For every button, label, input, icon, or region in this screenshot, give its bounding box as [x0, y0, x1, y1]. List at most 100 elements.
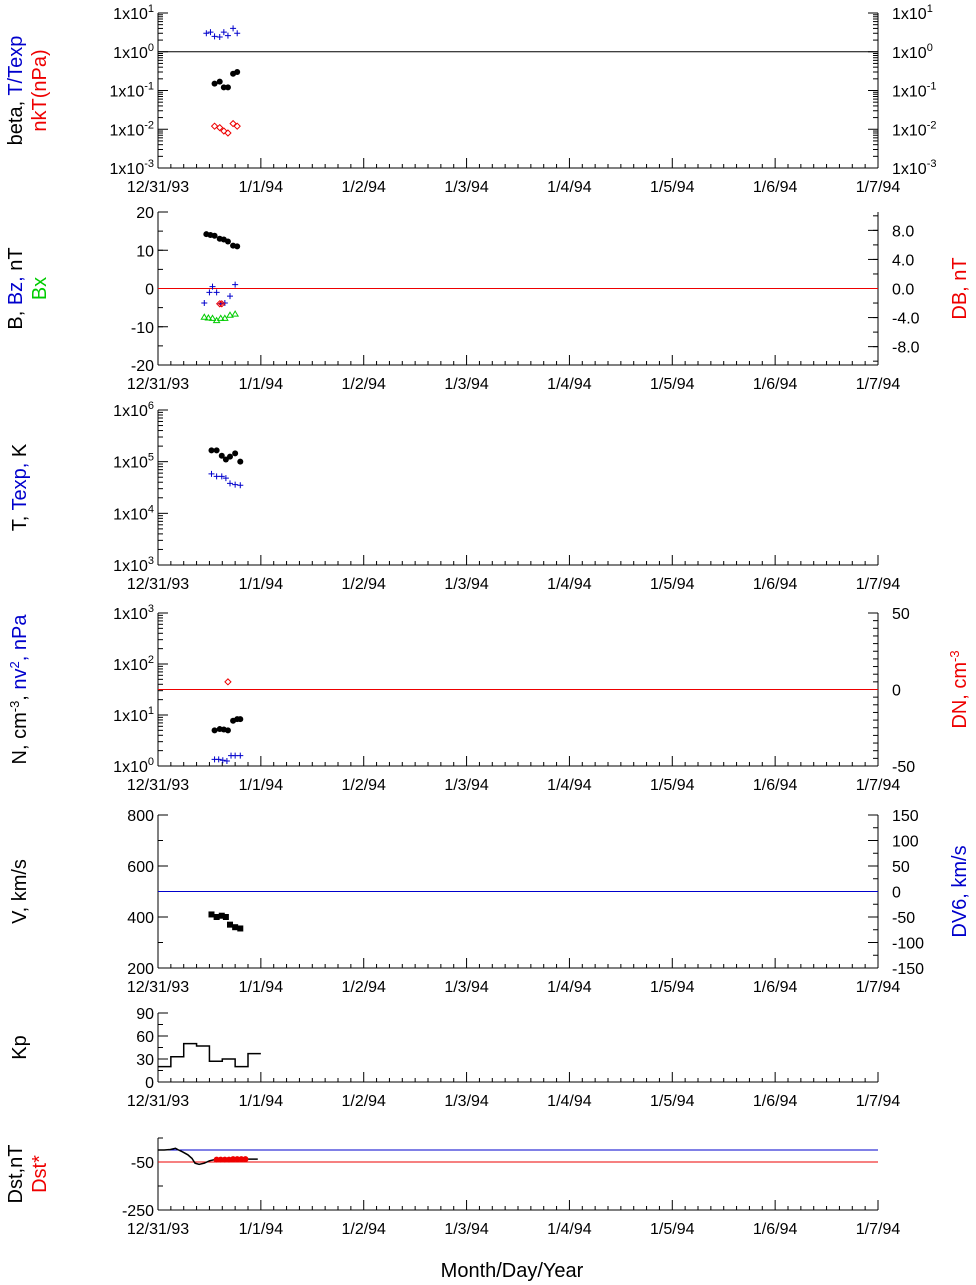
y-axis-label: Bx [29, 277, 51, 300]
data-point [215, 756, 222, 763]
data-point [232, 924, 239, 931]
data-point [224, 84, 231, 91]
y-tick-label: 0 [145, 282, 154, 299]
data-point [218, 912, 225, 919]
y-tick-label: 1x100 [113, 756, 154, 776]
data-point [237, 458, 244, 465]
data-point [217, 1156, 224, 1163]
x-tick-label: 1/5/94 [650, 1221, 695, 1238]
data-point [211, 232, 218, 239]
data-point [232, 450, 239, 457]
y-axis-label: Dst* [29, 1155, 51, 1193]
data-point [234, 69, 241, 76]
y-tick-label: 0 [145, 1075, 154, 1092]
x-tick-label: 1/4/94 [547, 1221, 592, 1238]
y-tick-label: 30 [136, 1052, 154, 1069]
y-tick-label: 20 [136, 205, 154, 222]
data-point [208, 911, 215, 918]
panel-kp: 90 60 30 012/31/93 1/1/94 1/2/94 1/3/94 1/4/94 1… [9, 1006, 900, 1110]
data-point [232, 281, 239, 288]
y-tick-label: 1x10-3 [110, 158, 154, 178]
data-point [220, 314, 229, 321]
data-point [227, 453, 233, 460]
x-tick-label: 1/1/94 [239, 1221, 284, 1238]
x-tick-label: 1/7/94 [856, 179, 901, 196]
data-point [242, 1156, 249, 1163]
y-axis-label: N, cm-3, nv2, nPa [7, 614, 32, 765]
y-axis-label: Kp [9, 1035, 31, 1059]
y2-tick-label: -4.0 [892, 311, 920, 328]
x-tick-label: 1/6/94 [753, 376, 798, 393]
x-tick-label: 1/3/94 [444, 376, 489, 393]
x-tick-label: 1/7/94 [856, 777, 901, 794]
data-point [233, 122, 241, 130]
y-axis-label: nkT(nPa) [29, 49, 51, 131]
data-point [237, 752, 244, 759]
x-tick-label: 1/6/94 [753, 1093, 798, 1110]
data-point [216, 34, 223, 41]
data-point [213, 447, 220, 454]
x-tick-label: 1/6/94 [753, 777, 798, 794]
data-point [234, 243, 241, 250]
x-tick-label: 1/7/94 [856, 1221, 901, 1238]
panel-density: 1x103 1x102 1x101 1x100 50 0 -50 12/31/93 1/1/94… [7, 603, 972, 794]
y-tick-label: 90 [136, 1006, 154, 1023]
x-tick-label: 1/1/94 [239, 777, 284, 794]
data-point [234, 30, 241, 37]
x-tick-label: 12/31/93 [127, 777, 189, 794]
data-point [203, 30, 210, 37]
x-tick-label: 1/2/94 [341, 576, 386, 593]
data-point [201, 300, 208, 307]
y2-tick-label: 1x101 [892, 3, 933, 23]
data-point [222, 475, 229, 482]
y2-tick-label: -50 [892, 759, 915, 776]
y-tick-label: 1x106 [113, 400, 154, 420]
y-tick-label: 1x105 [113, 452, 154, 472]
x-tick-label: 1/7/94 [856, 1093, 901, 1110]
data-point [238, 1156, 245, 1163]
data-point [206, 289, 213, 296]
data-point [221, 1156, 228, 1163]
x-tick-label: 1/4/94 [547, 179, 592, 196]
y-tick-label: 1x101 [113, 3, 154, 23]
x-tick-label: 12/31/93 [127, 1221, 189, 1238]
data-point [220, 29, 227, 36]
y-tick-label: -10 [131, 320, 154, 337]
x-tick-label: 12/31/93 [127, 979, 189, 996]
data-point [232, 481, 239, 488]
x-tick-label: 1/4/94 [547, 376, 592, 393]
y-tick-label: 1x104 [113, 503, 154, 523]
data-point [221, 300, 228, 307]
y2-tick-label: 4.0 [892, 252, 914, 269]
data-point [213, 289, 220, 296]
data-point [211, 80, 218, 87]
data-point [204, 313, 213, 321]
x-tick-label: 1/2/94 [341, 777, 386, 794]
y2-tick-label: 1x10-3 [892, 158, 936, 178]
x-tick-label: 1/6/94 [753, 179, 798, 196]
x-tick-label: 12/31/93 [127, 179, 189, 196]
y2-tick-label: 8.0 [892, 223, 914, 240]
y-tick-label: 10 [136, 243, 154, 260]
data-point [209, 283, 216, 290]
x-tick-label: 1/2/94 [341, 179, 386, 196]
data-point [231, 310, 240, 317]
y2-tick-label: 0 [892, 683, 901, 700]
y2-tick-label: 50 [892, 859, 910, 876]
data-point [224, 238, 231, 245]
x-tick-label: 1/2/94 [341, 1093, 386, 1110]
data-point [232, 752, 239, 759]
x-tick-label: 1/3/94 [444, 576, 489, 593]
x-tick-label: 1/5/94 [650, 1093, 695, 1110]
y2-axis-label: DN, cm-3 [947, 650, 972, 728]
data-point [224, 32, 231, 39]
panel-beta: 1x101 1x100 1x10-1 1x10-2 1x10-3 1x101 1x100 1x… [5, 3, 936, 196]
y-axis-label: V, km/s [9, 859, 31, 924]
data-point [220, 84, 227, 91]
x-tick-label: 1/5/94 [650, 376, 695, 393]
x-tick-label: 1/5/94 [650, 777, 695, 794]
x-tick-label: 1/2/94 [341, 376, 386, 393]
x-tick-label: 1/1/94 [239, 576, 284, 593]
x-tick-label: 1/7/94 [856, 376, 901, 393]
